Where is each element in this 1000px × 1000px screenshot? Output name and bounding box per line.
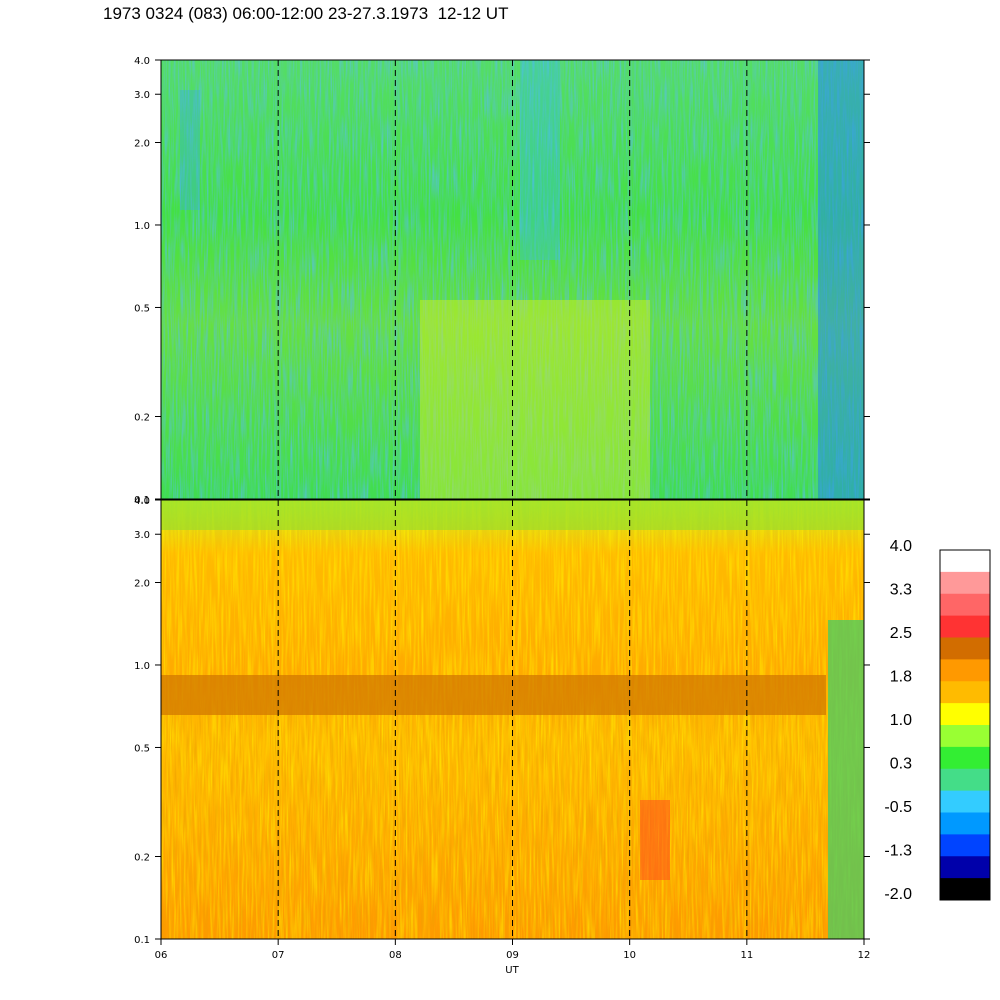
y-tick-label-1-5: 3.0	[134, 530, 150, 541]
colorbar-swatch-0	[940, 550, 990, 573]
colorbar-swatch-6	[940, 681, 990, 704]
x-tick-label-6: 12	[858, 950, 871, 961]
y-tick-label-1-2: 0.5	[134, 743, 150, 754]
colorbar-label-2: 2.5	[890, 625, 912, 642]
colorbar-swatch-5	[940, 659, 990, 682]
vertical-dashed-lines	[277, 60, 748, 939]
lower-panel-red-patch	[640, 800, 670, 880]
colorbar-swatch-10	[940, 768, 990, 792]
page-title: 1973 0324 (083) 06:00-12:00 23-27.3.1973…	[103, 4, 509, 23]
x-tick-label-1: 07	[272, 950, 285, 961]
colorbar-label-5: 0.3	[890, 756, 912, 773]
y-tick-label-0-2: 0.5	[134, 303, 150, 314]
y-tick-label-0-3: 1.0	[134, 221, 150, 232]
colorbar-label-6: -0.5	[884, 799, 912, 816]
x-tick-label-5: 11	[740, 950, 753, 961]
colorbar-label-1: 3.3	[890, 582, 912, 599]
colorbar-swatch-3	[940, 615, 990, 638]
y-axis-ticks: 0.10.20.51.02.03.04.00.10.20.51.02.03.04…	[134, 56, 870, 946]
x-tick-label-3: 09	[506, 950, 519, 961]
lower-panel-right-edge	[828, 620, 864, 939]
lower-panel-texture-2	[161, 700, 864, 939]
colorbar-swatch-7	[940, 703, 990, 726]
colorbar-frame	[939, 549, 991, 901]
colorbar-swatch-11	[940, 790, 990, 813]
upper-panel-yellow-patch	[420, 300, 650, 499]
colorbar-swatch-2	[940, 593, 990, 617]
x-axis-ticks: 06 07 08 09 10 11 12	[155, 939, 871, 961]
y-tick-label-1-1: 0.2	[134, 853, 150, 864]
colorbar-swatch-8	[940, 725, 990, 748]
colorbar-label-8: -2.0	[884, 886, 912, 903]
y-tick-label-1-0: 0.1	[134, 935, 150, 946]
y-tick-label-0-0: 0.1	[134, 495, 150, 506]
colorbar-label-7: -1.3	[884, 843, 912, 860]
upper-panel-blue-streak-2	[520, 60, 560, 260]
y-tick-label-1-6: 4.0	[134, 496, 150, 507]
colorbar-label-4: 1.0	[890, 712, 912, 729]
x-tick-label-2: 08	[389, 950, 402, 961]
colorbar-swatch-15	[940, 878, 990, 901]
x-axis-label: UT	[505, 965, 519, 976]
y-tick-label-0-6: 4.0	[134, 56, 150, 67]
colorbar-swatch-13	[940, 834, 990, 857]
y-tick-label-0-4: 2.0	[134, 138, 150, 149]
y-tick-label-0-1: 0.2	[134, 413, 150, 424]
colorbar-label-0: 4.0	[890, 538, 912, 555]
x-tick-label-4: 10	[623, 950, 636, 961]
upper-panel-blue-streak	[818, 60, 864, 499]
colorbar: 4.0 3.3 2.5 1.8 1.0 0.3 -0.5 -1.3 -2.0	[884, 538, 991, 903]
x-tick-label-0: 06	[155, 950, 168, 961]
colorbar-swatch-1	[940, 571, 990, 595]
colorbar-swatch-9	[940, 746, 990, 770]
colorbar-swatch-4	[940, 637, 990, 660]
y-tick-label-1-3: 1.0	[134, 661, 150, 672]
lower-panel-band	[161, 675, 826, 715]
y-tick-label-1-4: 2.0	[134, 578, 150, 589]
colorbar-swatch-12	[940, 812, 990, 835]
colorbar-swatch-14	[940, 856, 990, 879]
colorbar-label-3: 1.8	[890, 669, 912, 686]
panel-frame-0	[160, 59, 865, 500]
upper-panel-blue-streak-3	[180, 90, 200, 210]
y-tick-label-0-5: 3.0	[134, 90, 150, 101]
